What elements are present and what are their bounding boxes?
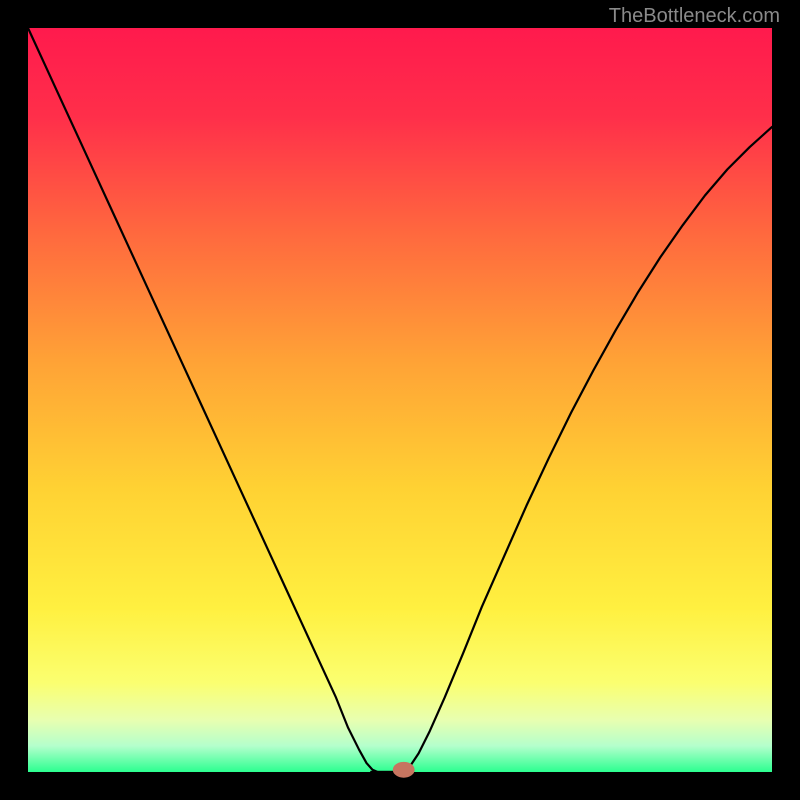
chart-container: TheBottleneck.com: [0, 0, 800, 800]
plot-background: [28, 28, 772, 772]
bottleneck-chart: TheBottleneck.com: [0, 0, 800, 800]
optimum-marker: [393, 762, 414, 777]
attribution-label: TheBottleneck.com: [609, 5, 780, 27]
